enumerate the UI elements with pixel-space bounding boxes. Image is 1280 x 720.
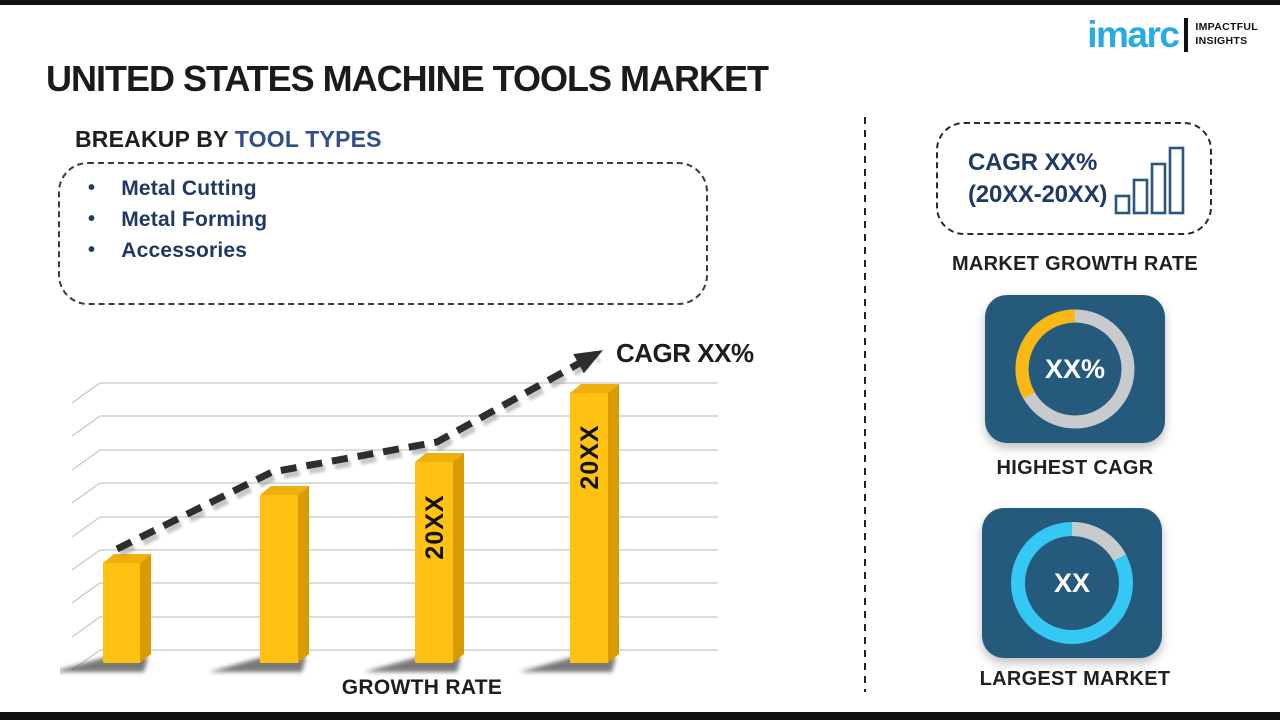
- largest-market-card: XX: [982, 508, 1162, 658]
- highest-cagr-value: XX%: [1045, 354, 1105, 384]
- cagr-line2: (20XX-20XX): [968, 180, 1108, 208]
- list-item-label: Accessories: [121, 238, 248, 262]
- chart-cagr-annotation: CAGR XX%: [616, 338, 754, 368]
- list-item: • Metal Forming: [88, 204, 267, 235]
- largest-market-value: XX: [1054, 568, 1090, 598]
- top-band: [0, 0, 1280, 5]
- cagr-growth-text: CAGR XX% (20XX-20XX): [968, 147, 1107, 209]
- trend-arrow-icon: [115, 350, 603, 558]
- bottom-band: [0, 712, 1280, 720]
- breakup-heading: BREAKUP BY TOOL TYPES: [75, 126, 382, 153]
- highest-cagr-donut-icon: XX%: [1015, 309, 1135, 429]
- section-divider: [864, 117, 866, 692]
- growth-bar-chart: 20XX 20XX: [60, 350, 718, 672]
- bar-4: 20XX: [570, 384, 619, 663]
- bullet-icon: •: [88, 208, 96, 230]
- cagr-line1: CAGR XX%: [968, 149, 1098, 177]
- bar-2: [260, 486, 309, 663]
- highest-cagr-caption: HIGHEST CAGR: [996, 457, 1154, 479]
- page-title: UNITED STATES MACHINE TOOLS MARKET: [46, 58, 769, 99]
- highest-cagr-card: XX%: [985, 295, 1165, 443]
- list-item-label: Metal Cutting: [121, 176, 257, 200]
- market-growth-rate-caption: MARKET GROWTH RATE: [951, 253, 1199, 275]
- breakup-heading-prefix: BREAKUP BY: [75, 126, 235, 152]
- imarc-logo: imarc IMPACTFUL INSIGHTS: [1087, 16, 1258, 53]
- logo-tagline-line1: IMPACTFUL: [1195, 21, 1258, 34]
- breakup-heading-highlight: TOOL TYPES: [234, 126, 382, 152]
- bullet-icon: •: [88, 239, 96, 261]
- breakup-box: [58, 162, 708, 305]
- bar-chart-icon: [1114, 146, 1185, 214]
- bar-3-label: 20XX: [421, 494, 449, 559]
- bar-3: 20XX: [415, 453, 464, 663]
- cagr-growth-box: CAGR XX% (20XX-20XX): [936, 122, 1212, 235]
- list-item-label: Metal Forming: [121, 207, 268, 231]
- largest-market-caption: LARGEST MARKET: [979, 668, 1171, 690]
- bullet-icon: •: [88, 177, 96, 199]
- logo-tagline: IMPACTFUL INSIGHTS: [1195, 21, 1258, 47]
- list-item: • Accessories: [88, 235, 267, 266]
- logo-tagline-line2: INSIGHTS: [1195, 34, 1248, 47]
- logo-divider: [1184, 17, 1189, 52]
- imarc-logo-wordmark: imarc: [1087, 14, 1180, 55]
- largest-market-donut-icon: XX: [1011, 521, 1133, 644]
- breakup-list: • Metal Cutting • Metal Forming • Access…: [88, 173, 267, 266]
- bar-series: 20XX 20XX: [103, 384, 619, 663]
- bar-1: [103, 554, 151, 663]
- list-item: • Metal Cutting: [88, 173, 267, 204]
- bar-4-label: 20XX: [576, 424, 604, 489]
- chart-x-axis-label: GROWTH RATE: [341, 676, 503, 699]
